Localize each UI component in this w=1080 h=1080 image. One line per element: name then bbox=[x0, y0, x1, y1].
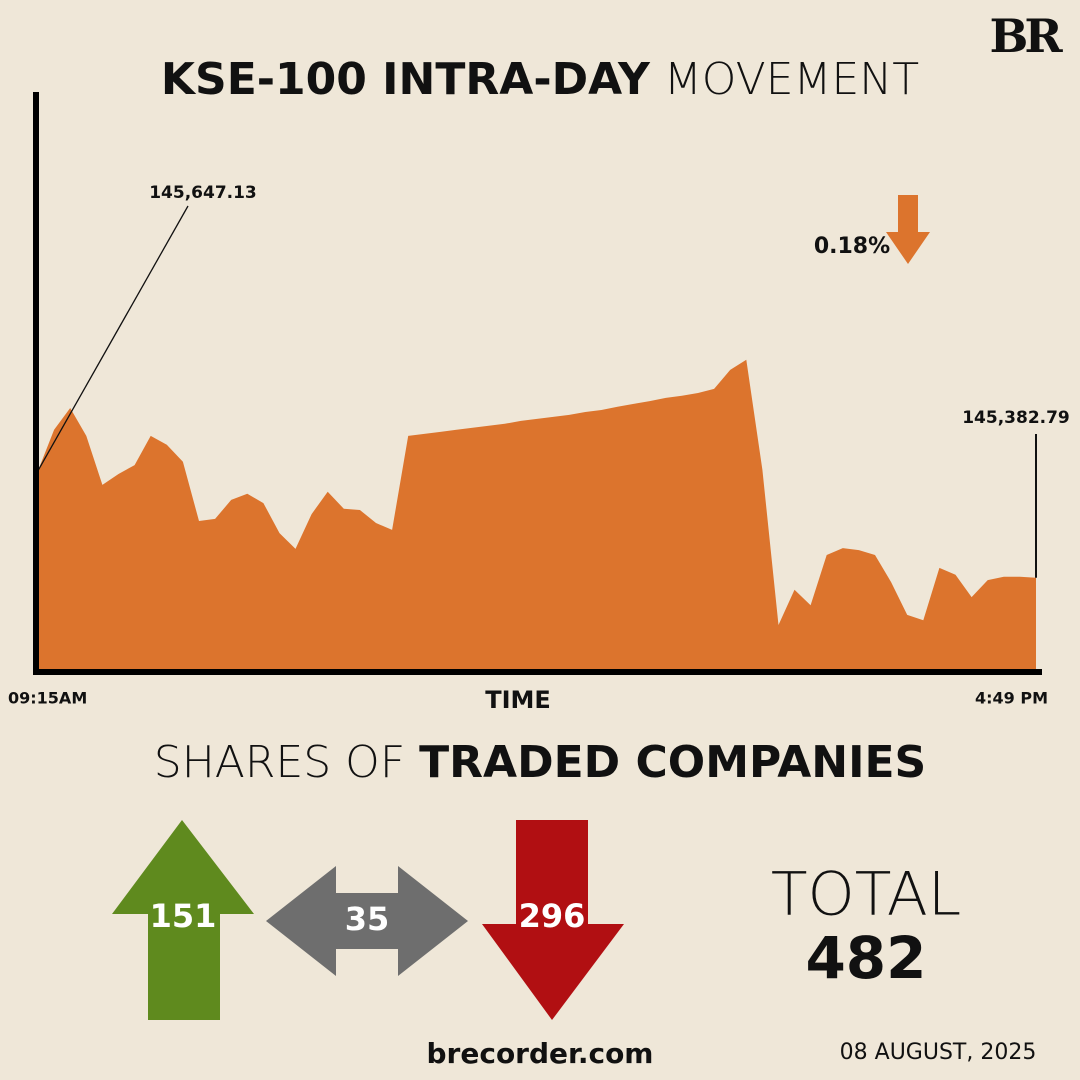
shares-title-bold: TRADED COMPANIES bbox=[419, 737, 926, 788]
x-axis-title: TIME bbox=[485, 686, 551, 714]
shares-title-light: SHARES OF bbox=[154, 737, 405, 788]
chart-title: KSE-100 INTRA-DAY MOVEMENT bbox=[161, 54, 919, 105]
area bbox=[38, 359, 1036, 672]
value-label: 145,647.13 bbox=[149, 183, 257, 203]
unchanged-arrow bbox=[266, 866, 468, 976]
declining-arrow bbox=[482, 820, 624, 1020]
value-label: 145,382.79 bbox=[962, 408, 1070, 428]
title-bold: KSE-100 INTRA-DAY bbox=[161, 54, 651, 105]
total-count: 482 bbox=[805, 924, 926, 992]
change-arrow bbox=[886, 195, 930, 264]
x-tick-label: 09:15AM bbox=[8, 689, 87, 708]
logo: BR bbox=[989, 9, 1063, 63]
declining-count: 296 bbox=[519, 897, 586, 935]
section-title: SHARES OF TRADED COMPANIES bbox=[154, 737, 926, 788]
plot-area: 09:15AM 4:49 PM 145,647.13 145,382.79 bbox=[8, 183, 1070, 708]
change-label: 0.18% bbox=[814, 234, 890, 259]
advancing-count: 151 bbox=[150, 897, 217, 935]
x-tick-label: 4:49 PM bbox=[975, 689, 1048, 708]
site-name: brecorder.com bbox=[427, 1037, 654, 1070]
advancing-arrow bbox=[112, 820, 254, 1020]
title-light: MOVEMENT bbox=[664, 54, 919, 105]
date: 08 AUGUST, 2025 bbox=[840, 1040, 1037, 1065]
unchanged-count: 35 bbox=[345, 900, 390, 938]
leader-line bbox=[37, 205, 189, 472]
total-label: TOTAL bbox=[771, 860, 961, 930]
